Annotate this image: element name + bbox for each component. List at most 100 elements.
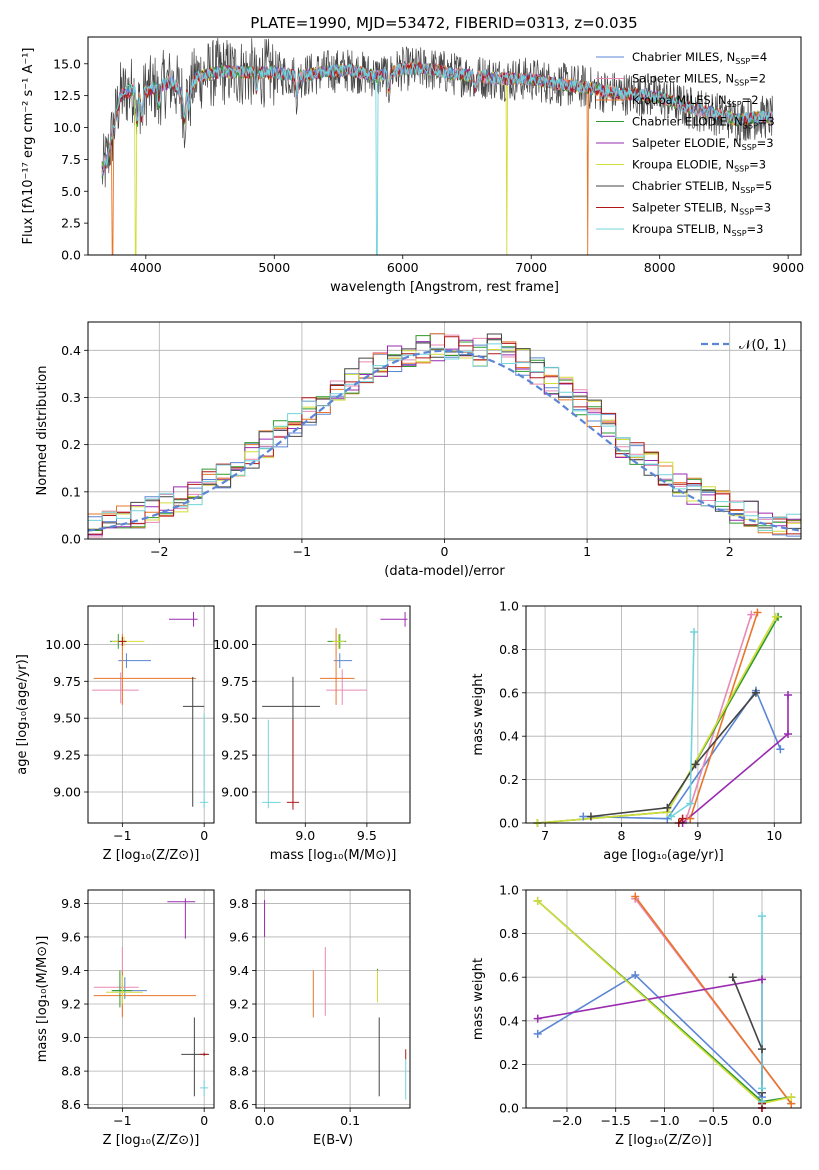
axes-frame (87, 889, 215, 1109)
legend-label: Salpeter STELIB, NSSP=3 (632, 201, 771, 217)
legend-subscript: SSP (742, 143, 757, 152)
plot-area-spectrum (101, 37, 774, 255)
weight-marker (533, 896, 542, 905)
legend-subscript: SSP (735, 57, 750, 66)
legend-label: Kroupa ELODIE, NSSP=3 (632, 158, 766, 174)
axes-frame (525, 605, 802, 824)
spectrum-line-kroupa-stelib (101, 62, 774, 255)
y-tick-label: 2.5 (61, 216, 81, 231)
y-tick-label: 0.0 (499, 816, 519, 831)
panel-spectrum: 4000 5000 6000 7000 8000 9000 0.0 2.5 5.0 7.5 10.0… (21, 36, 804, 295)
legend-subscript: SSP (739, 208, 754, 217)
axes-frame (87, 36, 802, 256)
residual-hist-kroupa-stelib (88, 343, 801, 531)
weight-marker (686, 799, 695, 808)
figure-title: PLATE=1990, MJD=53472, FIBERID=0313, z=0… (250, 14, 637, 32)
y-tick-label: 8.6 (229, 1097, 249, 1112)
y-axis-label: age [log₁₀(age/yr)] (15, 654, 30, 775)
spectrum-line-chabrier-stelib (101, 37, 774, 188)
legend-n-text: , N (716, 222, 732, 236)
y-tick-label: 10.00 (45, 637, 81, 652)
weight-marker (586, 812, 595, 821)
legend-equals: = (757, 136, 767, 150)
legend-label: Chabrier ELODIE, NSSP=3 (632, 115, 775, 131)
legend-nssp: 3 (764, 201, 771, 215)
weight-marker (751, 688, 760, 697)
y-tick-label: 9.50 (53, 711, 81, 726)
y-tick-label: 9.0 (229, 1030, 249, 1045)
y-axis-label: Normed distribution (35, 366, 50, 496)
x-tick-label: −1 (293, 544, 311, 559)
y-tick-label: 9.2 (229, 997, 249, 1012)
x-tick-label: 7 (541, 828, 549, 843)
legend-name: Chabrier STELIB (632, 179, 724, 193)
legend-subscript: SSP (743, 122, 758, 131)
legend-subscript: SSP (732, 229, 747, 238)
legend-subscript: SSP (727, 100, 742, 109)
weight-line-chabrier-miles (583, 688, 782, 820)
weight-line-kroupa-miles (689, 612, 759, 819)
weight-line-salpeter-elodie (682, 695, 789, 823)
x-tick-label: −2 (150, 544, 168, 559)
legend-name: Chabrier MILES (632, 50, 719, 64)
y-tick-label: 9.6 (229, 929, 249, 944)
legend-nssp: 3 (767, 115, 774, 129)
weight-marker (757, 1045, 766, 1054)
x-axis-label: Z [log₁₀(Z/Z⊙)] (103, 848, 200, 863)
y-tick-label: 0.4 (61, 343, 81, 358)
y-tick-label: 0.0 (499, 1101, 519, 1116)
y-tick-label: 0.8 (499, 926, 519, 941)
axes-frame (87, 605, 215, 824)
weight-marker (784, 690, 793, 699)
x-axis-label: Z [log₁₀(Z/Z⊙)] (615, 1133, 712, 1148)
legend-n-text: , N (727, 115, 743, 129)
y-tick-label: 10.0 (53, 120, 81, 135)
legend-nssp: 2 (759, 72, 766, 86)
legend-equals: = (758, 115, 768, 129)
plot-area-age_vs_Z (92, 611, 209, 809)
y-axis-label: mass [log₁₀(M/M⊙)] (35, 936, 50, 1063)
y-tick-label: 9.00 (53, 785, 81, 800)
x-axis-label: age [log₁₀(age/yr)] (603, 848, 724, 863)
x-tick-label: 0 (441, 544, 449, 559)
x-tick-label: −1.5 (601, 1113, 631, 1128)
axes-frame (255, 605, 411, 824)
x-tick-label: 6000 (387, 260, 419, 275)
y-tick-label: 8.6 (61, 1097, 81, 1112)
y-tick-label: 0.2 (499, 1057, 519, 1072)
legend-label: Kroupa MILES, NSSP=2 (632, 93, 759, 109)
y-tick-label: 1.0 (499, 599, 519, 614)
axes-frame (87, 321, 802, 540)
legend-label: 𝒩(0, 1) (739, 338, 786, 353)
y-axis-label: Flux [fλ10⁻¹⁷ erg cm⁻² s⁻¹ A⁻¹] (21, 48, 36, 245)
y-tick-label: 9.6 (61, 929, 81, 944)
x-tick-label: −1 (113, 1113, 131, 1128)
x-axis-label: Z [log₁₀(Z/Z⊙)] (103, 1133, 200, 1148)
legend-label: Salpeter MILES, NSSP=2 (632, 72, 766, 88)
weight-marker (747, 610, 756, 619)
weight-marker (631, 971, 640, 980)
y-tick-label: 0.8 (499, 642, 519, 657)
plot-area-weight_vs_age (537, 612, 789, 823)
legend-subscript: SSP (734, 79, 749, 88)
y-tick-label: 15.0 (53, 56, 81, 71)
weight-marker (757, 912, 766, 921)
y-tick-label: 0.2 (61, 437, 81, 452)
legend-nssp: 3 (756, 222, 763, 236)
panel-mass_vs_ebv: 0.0 0.1 8.6 8.8 9.0 9.2 9.4 9.6 9.8 E(B-V) (229, 889, 411, 1148)
x-tick-label: 0 (200, 1113, 208, 1128)
x-tick-label: −1.0 (649, 1113, 679, 1128)
y-tick-label: 0.4 (499, 729, 519, 744)
normal-curve (88, 349, 801, 532)
weight-marker (771, 612, 780, 621)
residual-hist-salpeter-stelib (88, 336, 801, 535)
legend-name: Kroupa ELODIE (632, 158, 718, 172)
weight-line-kroupa-miles (634, 896, 792, 1105)
y-tick-label: 1.0 (499, 883, 519, 898)
x-tick-label: 7000 (515, 260, 547, 275)
legend-label: Chabrier STELIB, NSSP=5 (632, 179, 772, 195)
x-axis-label: wavelength [Angstrom, rest frame] (330, 280, 559, 295)
legend-name: Kroupa MILES (632, 93, 711, 107)
legend-name: Kroupa STELIB (632, 222, 716, 236)
x-axis-label: E(B-V) (313, 1133, 353, 1148)
